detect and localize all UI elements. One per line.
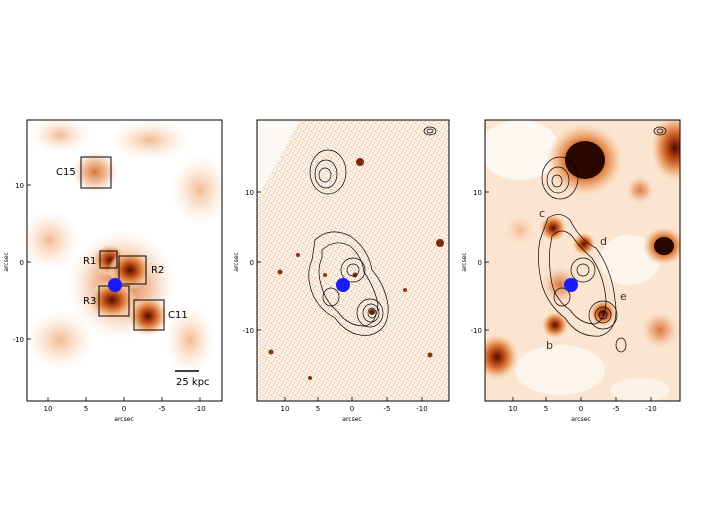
ytick: 0	[250, 259, 254, 267]
panel-1: C15 R1 R2 R3 C11 25 kpc 10 5 0 -5 -10 10…	[3, 119, 223, 423]
xtick: -10	[416, 405, 427, 413]
blob-label-d: d	[600, 235, 607, 248]
xtick: -5	[159, 405, 166, 413]
xtick: -5	[613, 405, 620, 413]
ytick: 10	[15, 182, 24, 190]
xtick: 0	[350, 405, 354, 413]
xtick: 0	[122, 405, 126, 413]
panel-3-image	[485, 120, 680, 401]
ytick: 10	[245, 189, 254, 197]
y-axis-label: arcsec	[461, 252, 468, 271]
region-label-c15: C15	[56, 167, 76, 178]
ytick: 10	[473, 189, 482, 197]
marker-dot	[336, 278, 350, 292]
contours	[308, 126, 437, 336]
y-axis-label: arcsec	[233, 252, 240, 271]
panel-1-image	[27, 120, 222, 401]
xtick: 0	[579, 405, 583, 413]
xtick: -10	[645, 405, 656, 413]
contours	[538, 126, 667, 353]
ytick: -10	[13, 336, 24, 344]
blob-label-b: b	[546, 339, 553, 352]
ytick: 0	[20, 259, 24, 267]
ytick: -10	[243, 327, 254, 335]
y-axis-label: arcsec	[3, 252, 10, 271]
region-label-c11: C11	[168, 310, 188, 321]
x-axis-label: arcsec	[571, 416, 590, 423]
xtick: 10	[281, 405, 290, 413]
marker-dot	[108, 278, 122, 292]
blob-label-e: e	[620, 290, 627, 303]
region-label-r1: R1	[83, 256, 96, 267]
marker-dot	[564, 278, 578, 292]
region-label-r3: R3	[83, 296, 96, 307]
region-label-r2: R2	[151, 265, 164, 276]
x-axis-label: arcsec	[342, 416, 361, 423]
xtick: 10	[44, 405, 53, 413]
xtick: 5	[544, 405, 548, 413]
xtick: -5	[384, 405, 391, 413]
xtick: 10	[509, 405, 518, 413]
xtick: 5	[84, 405, 88, 413]
xtick: -10	[194, 405, 205, 413]
xtick: 5	[316, 405, 320, 413]
ytick: 0	[478, 259, 482, 267]
x-axis-label: arcsec	[114, 416, 133, 423]
panel-2-image	[257, 120, 449, 401]
ytick: -10	[471, 327, 482, 335]
panel-2: 10 5 0 -5 -10 10 0 -10 arcsec arcsec	[233, 119, 450, 423]
blob-label-c: c	[539, 207, 545, 220]
panel-3: c d e b 10 5 0 -5 -10 10 0 -10 arcsec ar…	[461, 119, 681, 423]
scalebar-label: 25 kpc	[176, 377, 210, 388]
